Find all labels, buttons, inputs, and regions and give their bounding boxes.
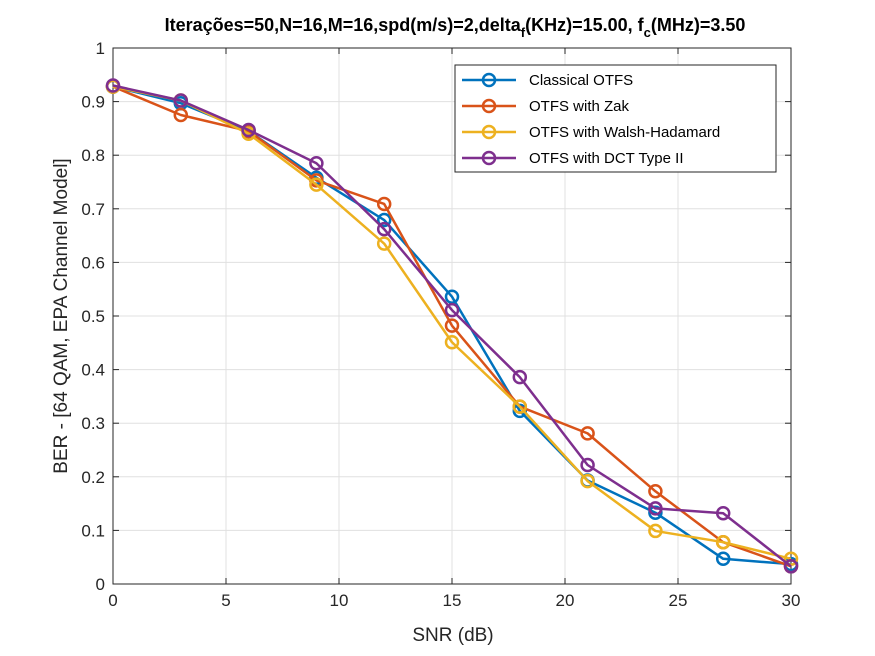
series-line-2 (112, 85, 792, 561)
data-point (444, 302, 460, 318)
data-point (105, 78, 121, 93)
y-axis-label: BER - [64 QAM, EPA Channel Model] (51, 158, 72, 473)
x-tick-label: 10 (330, 591, 349, 610)
data-point (715, 505, 731, 521)
x-tick-label: 15 (443, 591, 462, 610)
data-point (580, 426, 595, 441)
data-point (783, 559, 799, 574)
data-point (512, 399, 528, 414)
data-point (580, 457, 595, 473)
legend-label: Classical OTFS (529, 72, 633, 89)
legend-swatch-marker (481, 98, 497, 114)
x-tick-label: 0 (108, 591, 117, 610)
data-point (444, 335, 460, 350)
y-tick-label: 0.5 (81, 307, 105, 326)
data-point (241, 122, 256, 138)
data-point (309, 155, 324, 171)
legend-label: OTFS with Walsh-Hadamard (529, 124, 720, 141)
data-point (580, 473, 595, 489)
legend-swatch-marker (481, 72, 497, 88)
chart-title-subscript-f: f (521, 25, 526, 40)
y-tick-label: 0.1 (81, 521, 105, 540)
legend-box (454, 64, 777, 173)
y-tick-label: 1 (96, 39, 105, 58)
data-point (376, 196, 392, 212)
chart-title: Iterações=50,N=16,M=16,spd(m/s)=2,deltaf… (165, 15, 746, 40)
data-point (715, 551, 731, 567)
data-point (648, 501, 663, 516)
series-line-3 (112, 84, 792, 568)
x-tick-label: 20 (556, 591, 575, 610)
data-point (173, 107, 189, 123)
data-point (376, 212, 392, 228)
legend-label: OTFS with Zak (529, 98, 630, 115)
data-point (173, 93, 189, 108)
x-tick-label: 30 (782, 591, 801, 610)
legend: Classical OTFS OTFS with Zak OTFS with Wal… (454, 64, 777, 173)
data-point (444, 318, 460, 333)
x-tick-label: 5 (221, 591, 230, 610)
data-point (376, 221, 392, 237)
y-tick-label: 0 (96, 575, 105, 594)
chart-title-subscript-c: c (644, 25, 651, 40)
y-tick-label: 0.2 (81, 468, 105, 487)
legend-swatch-marker (481, 124, 497, 140)
y-tick-label: 0.9 (81, 93, 105, 112)
data-point (512, 369, 528, 385)
y-tick-label: 0.8 (81, 146, 105, 165)
data-point (309, 177, 324, 192)
legend-swatch-marker (481, 150, 497, 166)
series-line-1 (112, 85, 792, 568)
x-tick-label: 25 (669, 591, 688, 610)
x-axis-label: SNR (dB) (412, 625, 493, 646)
y-tick-label: 0.4 (81, 361, 105, 380)
y-tick-label: 0.6 (81, 253, 105, 272)
data-point (648, 484, 663, 499)
y-tick-label: 0.7 (81, 200, 105, 219)
legend-label: OTFS with DCT Type II (529, 150, 683, 167)
data-point (648, 505, 663, 520)
data-point (444, 289, 460, 304)
y-tick-label: 0.3 (81, 414, 105, 433)
data-point (376, 236, 392, 251)
data-point (715, 534, 731, 550)
data-point (648, 523, 663, 539)
